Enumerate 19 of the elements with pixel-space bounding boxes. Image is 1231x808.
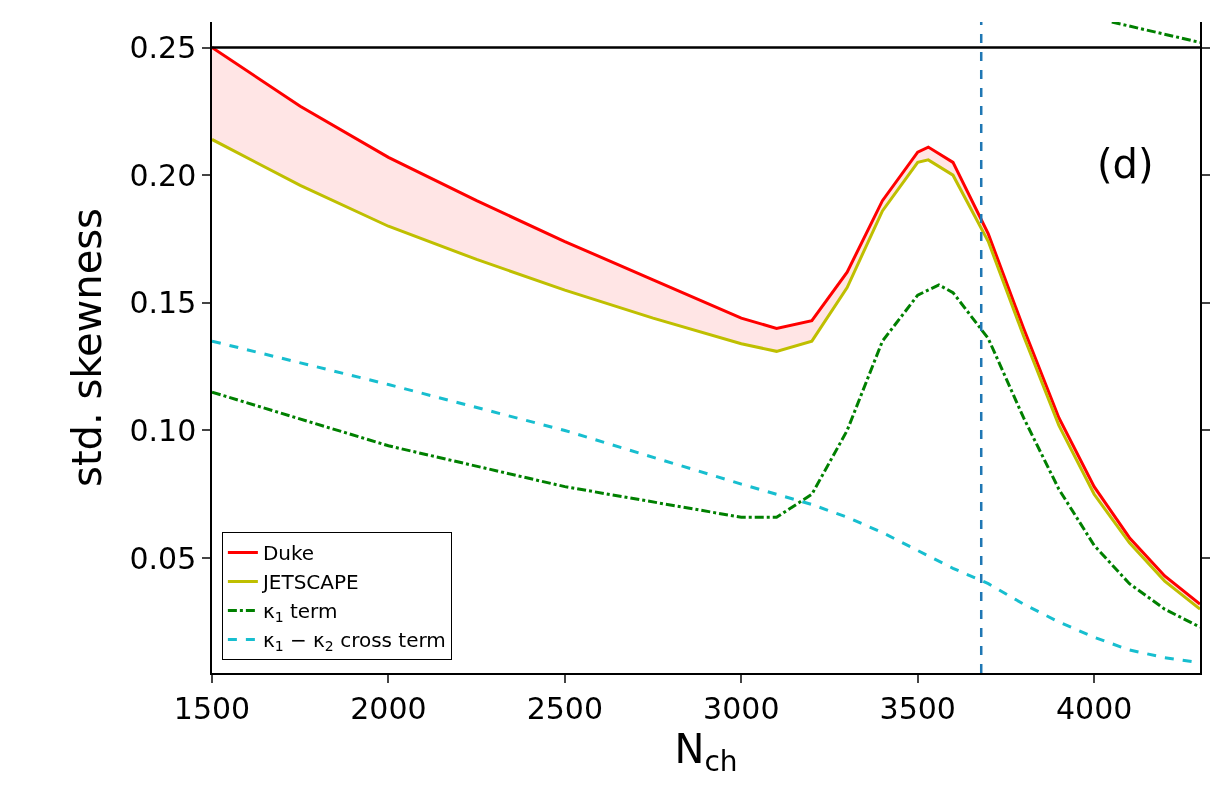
x-axis-title: N$_{ch}$ (674, 725, 738, 779)
x-tick-label: 4000 (1055, 690, 1133, 726)
legend-label: Duke (262, 541, 315, 566)
x-tick-label: 1500 (173, 690, 251, 726)
legend-label: κ$_{1}$ − κ$_{2}$ cross term (262, 628, 446, 655)
x-tick-label: 3000 (703, 690, 780, 726)
y-tick-label: 0.10 (129, 412, 197, 448)
annotation: (d) (1097, 141, 1154, 187)
line-series (212, 283, 1200, 629)
y-tick-label: 0.25 (129, 30, 197, 66)
legend-label: κ$_{1}$ term (262, 599, 338, 626)
x-tick-label: 3500 (879, 690, 956, 726)
y-axis-title: std. skewness (64, 208, 111, 487)
y-tick-label: 0.20 (129, 157, 197, 193)
x-tick-label: 2000 (350, 690, 427, 726)
y-tick-label: 0.05 (129, 540, 197, 576)
x-tick-label: 2500 (526, 690, 604, 726)
legend-label: JETSCAPE (260, 570, 359, 595)
y-tick-label: 0.15 (129, 285, 197, 321)
